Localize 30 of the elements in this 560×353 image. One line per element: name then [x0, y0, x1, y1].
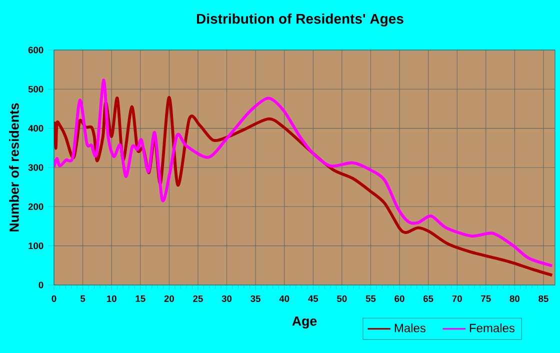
y-tick-label: 400: [28, 125, 44, 132]
x-tick-label: 50: [337, 295, 347, 302]
x-tick-label: 65: [423, 295, 434, 302]
x-tick-label: 45: [308, 295, 318, 302]
x-tick-label: 0: [52, 295, 56, 302]
x-tick-label: 55: [366, 295, 376, 302]
y-axis-title: Number of residents: [9, 103, 19, 232]
x-tick-label: 70: [452, 295, 462, 302]
x-tick-label: 15: [136, 295, 146, 302]
x-tick-label: 10: [106, 295, 116, 302]
x-tick-label: 60: [394, 295, 404, 302]
y-tick-label: 0: [38, 282, 44, 288]
x-axis-title: Age: [292, 316, 317, 328]
legend-label: Males: [394, 323, 426, 332]
x-tick-label: 85: [538, 295, 548, 302]
chart-title: Distribution of Residents' Ages: [196, 13, 404, 27]
x-tick-label: 40: [279, 295, 290, 302]
x-tick-label: 80: [510, 295, 520, 302]
y-tick-label: 600: [28, 46, 44, 54]
x-tick-label: 35: [250, 295, 260, 302]
x-tick-label: 75: [481, 295, 491, 302]
legend-label: Females: [470, 323, 515, 332]
x-tick-label: 20: [164, 295, 174, 302]
x-tick-label: 5: [80, 295, 86, 302]
y-tick-label: 200: [28, 203, 44, 210]
y-tick-label: 500: [28, 86, 44, 92]
y-tick-label: 100: [28, 242, 44, 250]
y-tick-label: 300: [28, 164, 44, 171]
x-tick-label: 30: [222, 295, 232, 302]
x-tick-label: 25: [193, 295, 203, 302]
